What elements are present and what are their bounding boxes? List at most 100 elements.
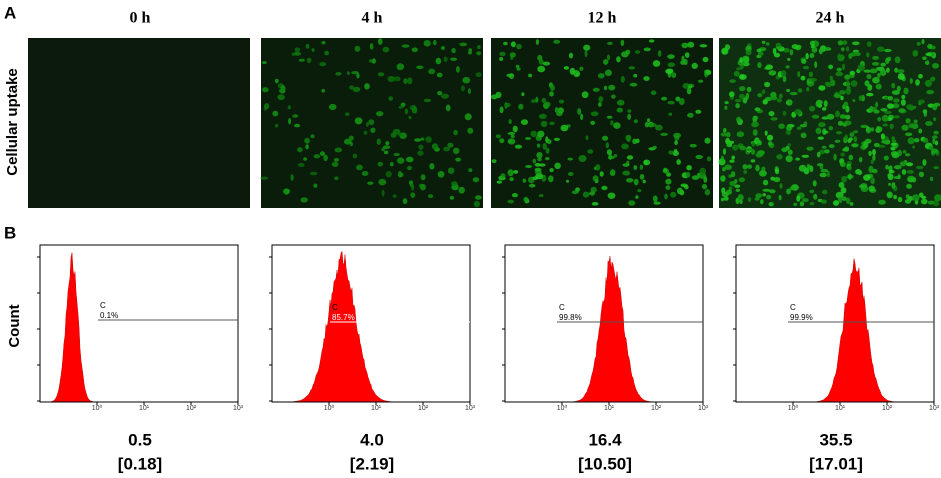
cell bbox=[912, 194, 920, 202]
cell bbox=[507, 132, 516, 135]
cell bbox=[893, 176, 900, 179]
cell bbox=[735, 188, 740, 192]
cell bbox=[590, 190, 596, 196]
cell bbox=[408, 115, 412, 120]
cell bbox=[310, 134, 315, 139]
x-tick-label: 10⁰ bbox=[92, 404, 103, 412]
cell bbox=[388, 96, 394, 101]
cell bbox=[541, 97, 547, 104]
cell bbox=[785, 125, 793, 131]
cell bbox=[761, 40, 766, 44]
cell bbox=[929, 176, 934, 182]
cell bbox=[441, 93, 449, 99]
x-tick-label: 10¹ bbox=[139, 405, 150, 412]
cell bbox=[785, 130, 792, 135]
cell bbox=[845, 114, 851, 120]
cell bbox=[826, 170, 830, 178]
cell bbox=[789, 91, 798, 96]
cell bbox=[753, 115, 759, 120]
cell bbox=[455, 157, 461, 162]
cell bbox=[768, 111, 775, 117]
cell bbox=[524, 137, 532, 140]
cell bbox=[321, 88, 326, 93]
cell bbox=[891, 90, 900, 95]
cell bbox=[729, 79, 736, 83]
cell bbox=[368, 119, 375, 126]
gate-percent: 99.8% bbox=[559, 313, 582, 322]
cell bbox=[880, 133, 885, 140]
gate-percent: 0.1% bbox=[100, 311, 118, 320]
cell bbox=[420, 174, 426, 181]
cell bbox=[848, 154, 854, 161]
cell bbox=[820, 199, 827, 204]
cell bbox=[665, 185, 671, 190]
cell bbox=[701, 183, 708, 190]
cell bbox=[445, 104, 451, 112]
cell bbox=[785, 155, 793, 163]
gate-name: C bbox=[332, 303, 338, 312]
cell bbox=[869, 105, 874, 113]
cell bbox=[733, 70, 740, 77]
cell bbox=[674, 140, 678, 146]
cell bbox=[607, 41, 613, 45]
cell bbox=[906, 170, 914, 174]
cell bbox=[809, 40, 815, 46]
cell bbox=[468, 48, 472, 53]
cell bbox=[620, 39, 625, 46]
cell bbox=[782, 75, 787, 83]
cell bbox=[554, 107, 559, 114]
cell bbox=[912, 50, 919, 57]
cell bbox=[676, 159, 681, 165]
cell bbox=[746, 86, 752, 93]
cell bbox=[495, 134, 502, 139]
cell bbox=[925, 121, 933, 126]
gate-percent: 85.7% bbox=[332, 313, 355, 322]
cell bbox=[764, 66, 771, 70]
cell bbox=[294, 47, 301, 52]
cell bbox=[534, 162, 541, 167]
cell bbox=[331, 161, 339, 167]
mean-value: 4.0 bbox=[360, 430, 384, 449]
cell bbox=[294, 123, 301, 128]
cell bbox=[293, 51, 302, 56]
cell bbox=[806, 87, 810, 92]
cell bbox=[283, 188, 290, 195]
cell bbox=[872, 77, 880, 84]
cell bbox=[319, 151, 325, 156]
cell bbox=[801, 154, 809, 158]
cell bbox=[734, 184, 741, 188]
cell bbox=[908, 123, 916, 129]
cell bbox=[601, 185, 608, 191]
cell bbox=[876, 46, 885, 52]
cell bbox=[504, 102, 511, 108]
cell bbox=[890, 147, 895, 151]
y-label: Cellular uptake bbox=[4, 68, 21, 176]
cell bbox=[686, 87, 692, 95]
cell bbox=[901, 94, 906, 100]
histogram bbox=[505, 256, 703, 403]
cell bbox=[766, 42, 770, 46]
cell bbox=[849, 70, 856, 76]
cell bbox=[865, 126, 872, 134]
cell bbox=[598, 102, 602, 107]
cell bbox=[512, 125, 518, 133]
cell bbox=[737, 194, 744, 201]
x-tick-label: 10⁰ bbox=[788, 404, 799, 412]
cell bbox=[764, 81, 771, 88]
cell bbox=[449, 196, 455, 200]
cell bbox=[667, 62, 676, 67]
cell bbox=[510, 41, 516, 48]
cell bbox=[665, 178, 672, 185]
cell bbox=[507, 138, 516, 145]
cell bbox=[924, 79, 933, 87]
cell bbox=[598, 96, 604, 103]
cell bbox=[724, 105, 728, 110]
cell bbox=[839, 90, 846, 95]
cell bbox=[661, 96, 668, 101]
cell bbox=[518, 103, 524, 110]
cell bbox=[813, 193, 818, 200]
cell bbox=[837, 40, 844, 46]
cell bbox=[930, 76, 936, 82]
gate-name: C bbox=[100, 301, 106, 310]
cell bbox=[385, 141, 390, 146]
